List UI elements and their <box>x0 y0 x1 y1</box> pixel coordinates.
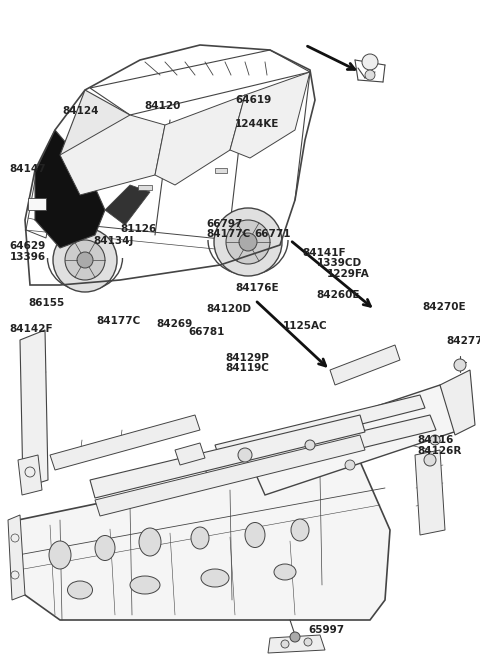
Circle shape <box>53 228 117 292</box>
Text: 81126: 81126 <box>120 224 156 234</box>
Text: 84142F: 84142F <box>10 324 53 335</box>
Circle shape <box>304 638 312 646</box>
Text: 84269: 84269 <box>156 319 192 329</box>
Polygon shape <box>245 385 460 495</box>
Text: 84141F: 84141F <box>302 248 346 259</box>
Text: 1244KE: 1244KE <box>235 119 279 130</box>
Text: 84177C: 84177C <box>96 316 140 326</box>
Ellipse shape <box>130 576 160 594</box>
Polygon shape <box>18 450 390 620</box>
Polygon shape <box>440 370 475 435</box>
Text: 84120D: 84120D <box>206 304 252 314</box>
Ellipse shape <box>139 528 161 556</box>
Ellipse shape <box>274 564 296 580</box>
Polygon shape <box>90 415 365 498</box>
Polygon shape <box>20 330 48 488</box>
Text: 64619: 64619 <box>235 94 272 105</box>
Polygon shape <box>268 635 325 653</box>
Polygon shape <box>155 95 245 185</box>
Text: 84116: 84116 <box>418 435 454 445</box>
Polygon shape <box>215 395 425 460</box>
Text: 66797: 66797 <box>206 219 243 229</box>
Polygon shape <box>60 115 165 195</box>
Text: 84270E: 84270E <box>422 301 466 312</box>
Circle shape <box>65 240 105 280</box>
Ellipse shape <box>49 541 71 569</box>
Text: 1339CD: 1339CD <box>317 258 362 269</box>
Text: 84124: 84124 <box>62 106 99 117</box>
Text: 84277: 84277 <box>446 335 480 346</box>
Text: 84177C: 84177C <box>206 229 251 240</box>
Bar <box>215 168 227 173</box>
Circle shape <box>226 220 270 264</box>
Ellipse shape <box>68 581 93 599</box>
Ellipse shape <box>191 527 209 549</box>
Bar <box>28 198 46 210</box>
Bar <box>138 185 152 190</box>
Circle shape <box>424 454 436 466</box>
Text: 13396: 13396 <box>10 252 46 262</box>
Text: 1125AC: 1125AC <box>283 320 328 331</box>
Circle shape <box>238 448 252 462</box>
Polygon shape <box>60 90 130 165</box>
Circle shape <box>430 435 440 445</box>
Circle shape <box>281 640 289 648</box>
Polygon shape <box>50 415 200 470</box>
Text: 84119C: 84119C <box>226 363 269 373</box>
Polygon shape <box>175 443 205 465</box>
Circle shape <box>77 252 93 268</box>
Polygon shape <box>18 455 42 495</box>
Text: 1229FA: 1229FA <box>326 269 369 279</box>
Polygon shape <box>105 185 150 225</box>
Text: 86155: 86155 <box>29 298 65 309</box>
Text: 84126R: 84126R <box>418 445 462 456</box>
Circle shape <box>239 233 257 251</box>
Ellipse shape <box>201 569 229 587</box>
Polygon shape <box>95 435 365 516</box>
Polygon shape <box>8 515 25 600</box>
Text: 84260E: 84260E <box>317 290 360 300</box>
Ellipse shape <box>95 536 115 561</box>
Text: 84120: 84120 <box>144 101 180 111</box>
Circle shape <box>290 632 300 642</box>
Polygon shape <box>330 345 400 385</box>
Text: 84147: 84147 <box>10 164 46 174</box>
Polygon shape <box>230 72 310 158</box>
Text: 84176E: 84176E <box>235 283 279 293</box>
Ellipse shape <box>245 523 265 548</box>
Ellipse shape <box>291 519 309 541</box>
Text: 66771: 66771 <box>254 229 291 240</box>
Polygon shape <box>205 415 436 485</box>
Circle shape <box>362 54 378 70</box>
Polygon shape <box>415 450 445 535</box>
Polygon shape <box>35 130 105 248</box>
Text: 66781: 66781 <box>188 327 225 337</box>
Circle shape <box>365 70 375 80</box>
Circle shape <box>454 359 466 371</box>
Text: 65997: 65997 <box>308 625 345 635</box>
Text: 84134J: 84134J <box>94 236 134 246</box>
Circle shape <box>214 208 282 276</box>
Text: 84129P: 84129P <box>226 353 269 364</box>
Circle shape <box>345 460 355 470</box>
Circle shape <box>305 440 315 450</box>
Text: 64629: 64629 <box>10 241 46 252</box>
